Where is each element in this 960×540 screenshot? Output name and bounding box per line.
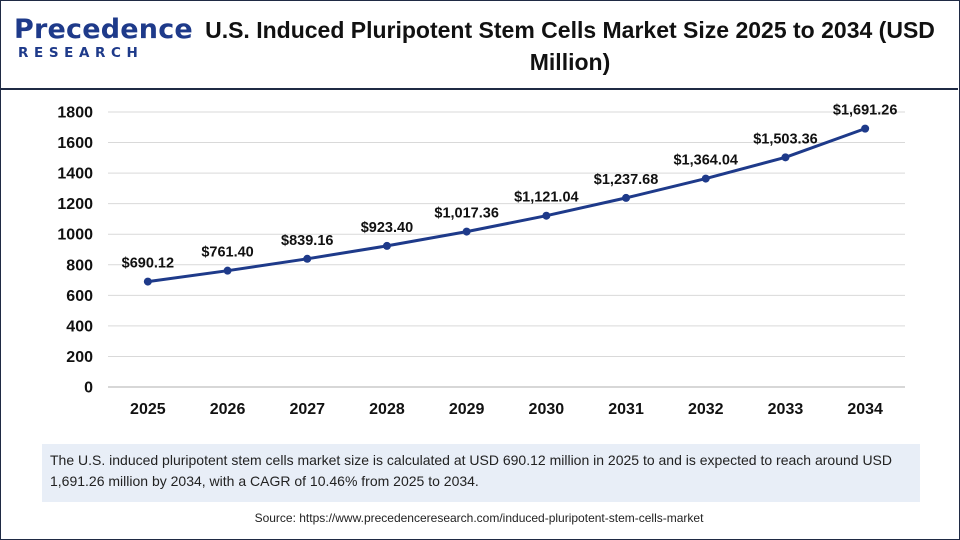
x-tick-label: 2030 — [529, 401, 565, 418]
summary-box: The U.S. induced pluripotent stem cells … — [42, 444, 920, 502]
data-point — [781, 153, 790, 162]
data-label: $761.40 — [201, 245, 253, 261]
line-chart: 0 200 400 600 800 1000 1200 1400 1600 1800 2025 202… — [57, 103, 905, 418]
x-tick-label: 2033 — [768, 401, 804, 418]
y-tick-label: 1200 — [57, 196, 93, 213]
data-label: $1,503.36 — [753, 131, 818, 147]
y-tick-label: 0 — [84, 380, 93, 397]
data-label: $690.12 — [122, 256, 174, 272]
x-tick-label: 2027 — [289, 401, 325, 418]
x-tick-label: 2026 — [210, 401, 246, 418]
series-line — [146, 127, 867, 284]
data-label: $923.40 — [361, 220, 413, 236]
y-tick-label: 1800 — [57, 105, 93, 122]
x-tick-label: 2032 — [688, 401, 724, 418]
data-label: $1,017.36 — [434, 206, 499, 222]
data-point — [701, 174, 710, 183]
x-tick-label: 2034 — [847, 401, 883, 418]
x-tick-label: 2028 — [369, 401, 405, 418]
logo-subtitle: RESEARCH — [18, 45, 144, 61]
y-tick-label: 1400 — [57, 166, 93, 183]
header-divider — [0, 88, 958, 90]
data-label: $1,237.68 — [594, 172, 659, 188]
data-point — [542, 211, 551, 220]
y-tick-label: 1000 — [57, 227, 93, 244]
data-point — [462, 227, 471, 236]
header: Precedence RESEARCH U.S. Induced Pluripo… — [0, 0, 958, 88]
x-tick-label: 2025 — [130, 401, 166, 418]
source-note: Source: https://www.precedenceresearch.c… — [254, 511, 704, 525]
data-point — [303, 254, 312, 263]
y-tick-label: 800 — [66, 257, 93, 274]
data-point — [382, 241, 391, 250]
data-label: $1,121.04 — [514, 190, 579, 206]
data-point — [223, 266, 232, 275]
y-tick-label: 400 — [66, 318, 93, 335]
y-tick-label: 600 — [66, 288, 93, 305]
x-tick-label: 2029 — [449, 401, 485, 418]
y-tick-label: 200 — [66, 349, 93, 366]
y-tick-label: 1600 — [57, 135, 93, 152]
data-label: $1,691.26 — [833, 103, 898, 119]
data-point — [622, 193, 631, 202]
x-tick-label: 2031 — [608, 401, 644, 418]
precedence-research-logo: Precedence RESEARCH — [14, 14, 193, 64]
logo-wordmark: Precedence — [14, 14, 193, 45]
data-point — [143, 277, 152, 286]
data-point — [861, 124, 870, 133]
chart-title: U.S. Induced Pluripotent Stem Cells Mark… — [205, 17, 935, 75]
data-label: $1,364.04 — [673, 153, 738, 169]
data-label: $839.16 — [281, 233, 333, 249]
